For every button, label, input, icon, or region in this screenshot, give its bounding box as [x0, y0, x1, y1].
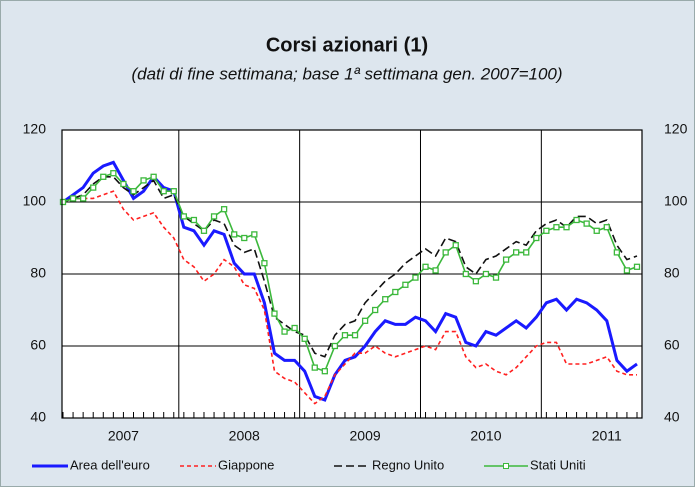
point-marker	[90, 184, 97, 191]
point-marker	[140, 177, 147, 184]
y2-tick-label: 100	[664, 193, 688, 209]
point-marker	[170, 188, 177, 195]
point-marker	[251, 231, 258, 238]
point-marker	[583, 220, 590, 227]
point-marker	[573, 216, 580, 224]
legend-marker	[503, 463, 509, 469]
point-marker	[623, 267, 631, 274]
point-marker	[492, 274, 500, 281]
point-marker	[422, 263, 429, 270]
point-marker	[79, 195, 87, 202]
point-marker	[633, 263, 641, 270]
point-marker	[402, 281, 409, 288]
legend-label: Giappone	[218, 457, 274, 472]
point-marker	[120, 180, 127, 188]
point-marker	[523, 249, 530, 256]
point-marker	[301, 335, 308, 342]
point-marker	[321, 368, 328, 375]
point-marker	[110, 170, 117, 177]
point-marker	[482, 270, 490, 278]
point-marker	[361, 317, 369, 324]
point-marker	[130, 188, 137, 195]
point-marker	[593, 227, 600, 234]
point-marker	[291, 324, 298, 332]
point-marker	[513, 249, 520, 256]
legend-label: Regno Unito	[372, 457, 444, 472]
point-marker	[241, 234, 248, 242]
point-marker	[100, 173, 107, 180]
point-marker	[442, 249, 449, 256]
point-marker	[210, 213, 218, 220]
point-marker	[351, 332, 359, 339]
series-line	[62, 190, 637, 405]
point-marker	[180, 213, 187, 220]
y-tick-label: 120	[23, 121, 47, 137]
point-marker	[160, 188, 167, 195]
point-marker	[452, 242, 459, 249]
legend-label: Area dell'euro	[70, 457, 150, 472]
point-marker	[502, 256, 510, 263]
y2-tick-label: 80	[664, 265, 680, 281]
point-marker	[392, 288, 399, 296]
point-marker	[603, 224, 610, 231]
x-tick-label: 2011	[592, 428, 622, 444]
series-line	[62, 172, 638, 373]
x-tick-label: 2008	[229, 428, 260, 444]
point-marker	[69, 195, 77, 202]
chart-title: Corsi azionari (1)	[266, 34, 428, 56]
point-marker	[432, 267, 439, 274]
point-marker	[331, 342, 339, 350]
y-tick-label: 60	[30, 337, 46, 353]
point-marker	[59, 198, 67, 206]
point-marker	[281, 328, 288, 335]
point-marker	[563, 224, 570, 231]
series-line	[62, 176, 638, 358]
point-marker	[382, 296, 389, 303]
y-tick-label: 40	[30, 409, 46, 425]
y-tick-label: 100	[23, 193, 47, 209]
point-marker	[190, 216, 198, 224]
point-marker	[220, 206, 228, 213]
y2-tick-label: 60	[664, 337, 680, 353]
point-marker	[150, 173, 157, 180]
point-marker	[311, 364, 318, 371]
point-marker	[543, 227, 550, 234]
chart-subtitle: (dati di fine settimana; base 1ª settima…	[131, 64, 562, 83]
point-marker	[372, 306, 379, 314]
point-marker	[472, 278, 480, 285]
point-marker	[341, 332, 349, 339]
x-tick-label: 2009	[350, 428, 381, 444]
y-tick-label: 80	[30, 265, 46, 281]
y2-tick-label: 120	[664, 121, 688, 137]
x-tick-label: 2007	[108, 428, 139, 444]
point-marker	[261, 260, 268, 267]
x-tick-label: 2010	[470, 428, 501, 444]
point-marker	[553, 224, 560, 231]
y2-tick-label: 40	[664, 409, 680, 425]
plot-frame	[61, 129, 643, 419]
point-marker	[231, 231, 238, 238]
point-marker	[200, 227, 208, 234]
legend-label: Stati Uniti	[530, 457, 586, 472]
point-marker	[412, 274, 419, 281]
point-marker	[462, 270, 469, 278]
point-marker	[613, 249, 621, 256]
point-marker	[533, 234, 540, 242]
point-marker	[271, 310, 278, 317]
